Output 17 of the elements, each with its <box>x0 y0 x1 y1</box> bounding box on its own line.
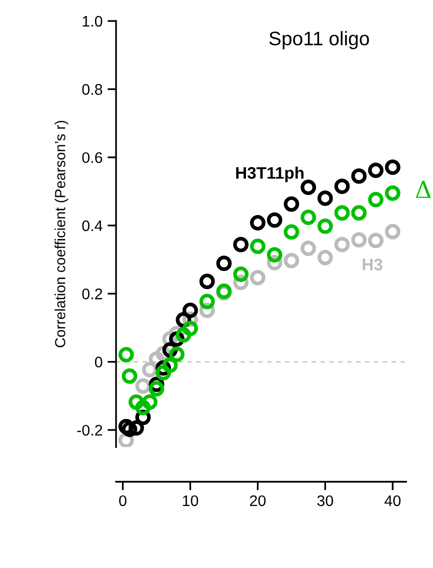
x-tick-label: 0 <box>119 495 126 506</box>
x-tick-label: 30 <box>317 495 334 506</box>
series-label: H3 <box>362 258 382 270</box>
y-tick-label: 0.8 <box>82 84 102 95</box>
x-tick-label: 10 <box>182 495 198 506</box>
chart-title: Spo11 oligo <box>269 31 369 50</box>
y-tick-label: 0 <box>94 356 102 368</box>
y-tick-label: 0.4 <box>82 220 102 232</box>
y-tick-label: 0.2 <box>82 288 102 300</box>
y-tick-label: 1.0 <box>82 16 102 27</box>
y-tick-label: -0.2 <box>77 424 102 436</box>
y-axis-title: Correlation coefficient (Pearson’s r) <box>54 120 68 348</box>
series-label: H3T11ph <box>236 166 304 182</box>
x-tick-label: 40 <box>384 495 401 506</box>
x-tick-label: 20 <box>250 495 266 506</box>
y-tick-label: 0.6 <box>82 152 102 164</box>
series-label: Δ <box>416 180 431 198</box>
